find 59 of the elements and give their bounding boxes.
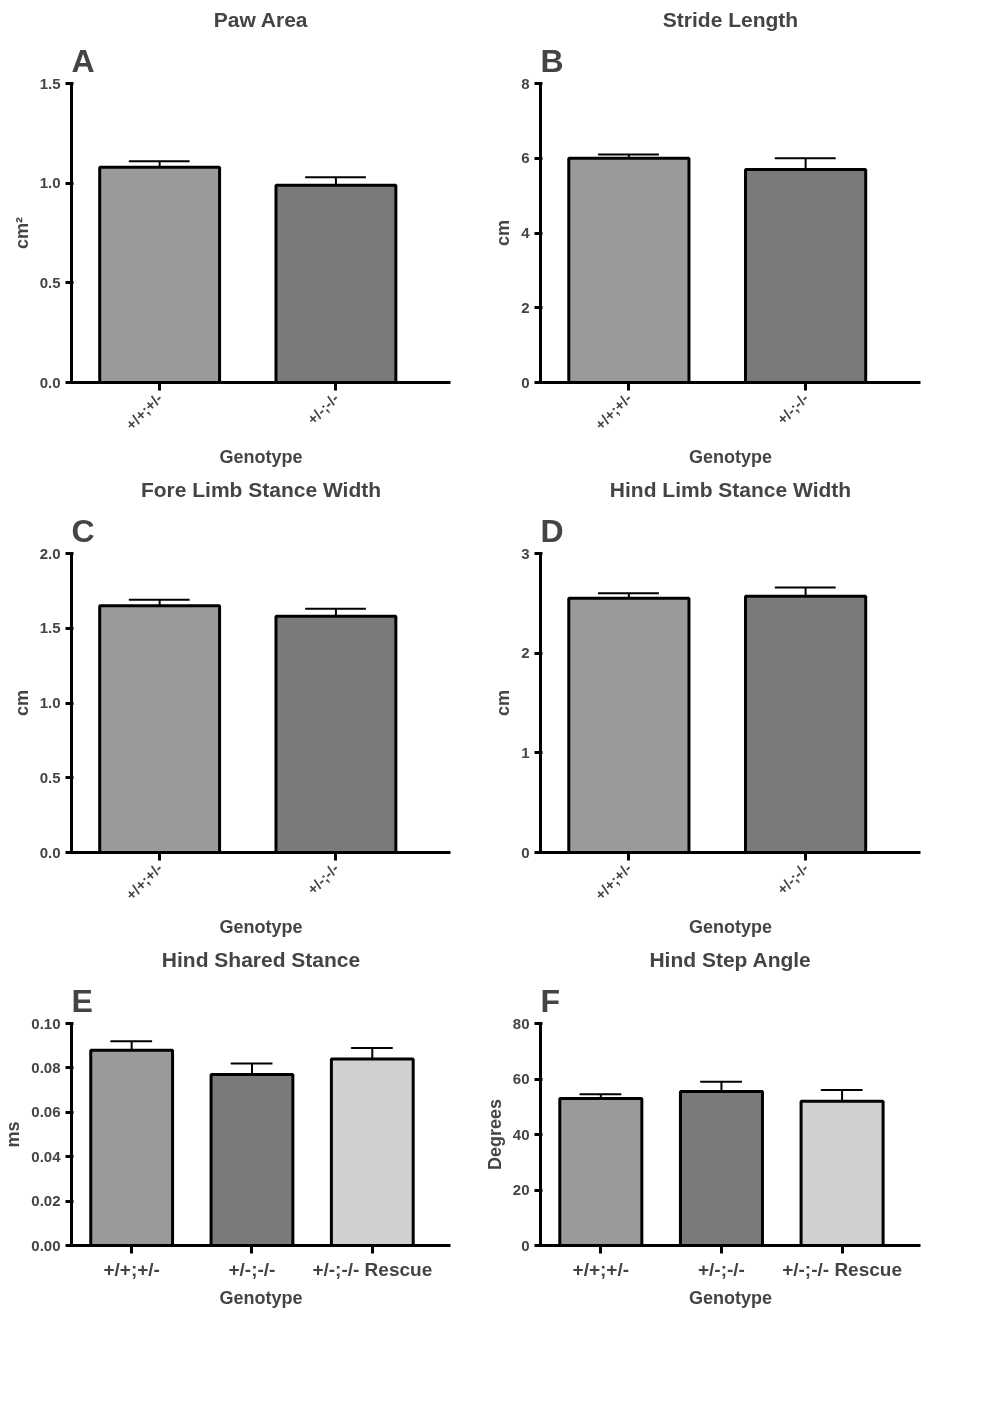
y-tick-label: 0.5: [39, 768, 61, 786]
y-axis-title: cm: [493, 219, 514, 247]
text: F: [540, 982, 561, 1019]
y-tick-label: 0.04: [31, 1147, 62, 1165]
x-tick-label: +/-;-/-: [228, 1258, 276, 1280]
y-tick-label: 1: [521, 743, 530, 761]
y-tick-label: 3: [521, 544, 530, 562]
y-axis-title: Degrees: [484, 1098, 505, 1171]
y-tick-label: 0: [521, 843, 530, 861]
y-tick-label: 6: [521, 149, 530, 167]
y-axis-title: cm: [493, 689, 514, 717]
chart-title: Paw Area: [213, 7, 308, 31]
x-tick-label: +/-;-/- Rescue: [312, 1258, 433, 1280]
y-axis-title: cm²: [11, 216, 32, 249]
y-tick-label: 1.0: [39, 694, 61, 711]
y-tick-label: 0.00: [31, 1236, 61, 1254]
x-tick-label: +/-;-/- Rescue: [782, 1258, 903, 1280]
text: D: [540, 512, 564, 549]
y-tick-label: 0.10: [31, 1014, 61, 1032]
y-tick-label: 0: [521, 373, 530, 391]
x-axis-title: Genotype: [688, 447, 773, 468]
x-tick-label: +/+;+/-: [103, 1258, 160, 1280]
text: A: [71, 42, 95, 79]
y-tick-label: 0.08: [31, 1058, 61, 1076]
y-tick-label: 80: [512, 1014, 530, 1032]
y-tick-label: 0.0: [39, 373, 61, 391]
y-tick-label: 0.0: [39, 843, 61, 861]
text: E: [71, 982, 93, 1019]
text: C: [71, 512, 95, 549]
chart-title: Hind Limb Stance Width: [609, 477, 852, 501]
y-tick-label: 4: [521, 224, 531, 241]
y-tick-label: 0.06: [31, 1103, 61, 1121]
y-tick-label: 60: [512, 1070, 530, 1087]
text: B: [540, 42, 564, 79]
y-tick-label: 2.0: [39, 544, 61, 562]
y-axis-title: cm: [11, 689, 32, 717]
y-tick-label: 2: [521, 298, 530, 316]
x-axis-title: Genotype: [688, 1287, 773, 1308]
y-tick-label: 2: [521, 644, 530, 662]
x-tick-label: +/-;-/-: [697, 1258, 745, 1280]
chart-title: Hind Step Angle: [649, 947, 811, 971]
y-tick-label: 20: [512, 1181, 530, 1198]
y-tick-label: 40: [512, 1125, 530, 1143]
chart-title: Fore Limb Stance Width: [140, 477, 382, 501]
x-axis-title: Genotype: [219, 1287, 303, 1308]
x-tick-label: +/+;+/-: [572, 1258, 630, 1280]
y-tick-label: 1.0: [39, 174, 61, 192]
x-axis-title: Genotype: [688, 917, 773, 938]
y-tick-label: 0.02: [31, 1192, 61, 1210]
y-axis-title: ms: [3, 1121, 24, 1148]
y-tick-label: 8: [521, 74, 530, 92]
x-axis-title: Genotype: [219, 447, 303, 468]
chart-title: Stride Length: [662, 7, 799, 31]
chart-title: Hind Shared Stance: [161, 947, 361, 971]
y-tick-label: 0.5: [39, 273, 61, 291]
x-axis-title: Genotype: [219, 917, 303, 938]
y-tick-label: 1.5: [39, 74, 61, 92]
y-tick-label: 1.5: [39, 619, 61, 637]
y-tick-label: 0: [521, 1236, 530, 1254]
